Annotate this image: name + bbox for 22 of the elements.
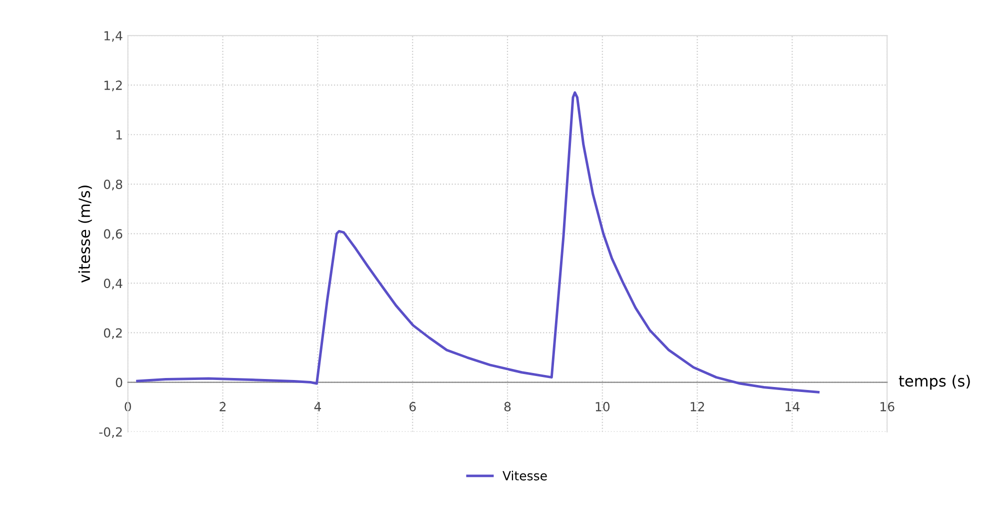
y-tick-label: 0,6 [104,229,122,240]
x-tick-label: 6 [409,402,416,412]
y-tick-label: 0,2 [104,328,122,339]
y-tick-label: 0,8 [104,180,122,190]
y-tick-label: 0 [116,378,122,388]
x-tick-label: 0 [124,402,132,412]
x-tick-label: 12 [690,402,704,412]
legend-label: Vitesse [502,470,547,480]
y-tick-label: 1,2 [104,80,122,92]
x-tick-label: 16 [880,402,894,412]
y-axis-title: vitesse (m/s) [78,186,92,283]
x-axis-title: temps (s) [898,374,970,390]
y-tick-label: 1 [116,130,122,140]
x-tick-label: 2 [220,402,226,412]
x-tick-label: 14 [786,402,800,412]
y-tick-label: 0,4 [104,278,122,290]
x-tick-label: 8 [504,402,511,412]
line-series [136,91,820,394]
x-tick-label: 10 [596,402,610,412]
y-tick-label: 1,4 [104,31,122,42]
y-tick-label: -0,2 [99,427,122,438]
x-tick-label: 4 [314,402,321,412]
